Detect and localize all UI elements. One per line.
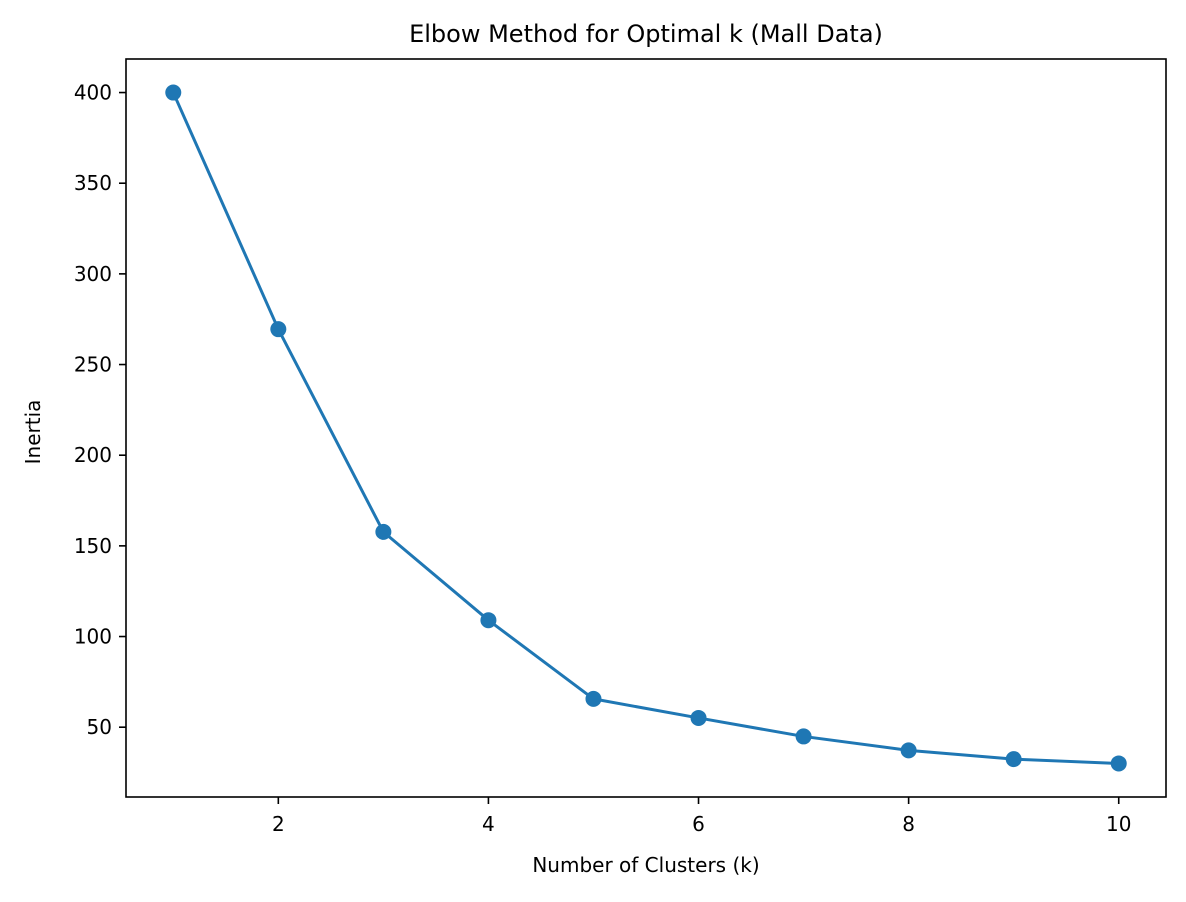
y-tick-label: 300 <box>74 262 112 286</box>
x-tick-label: 8 <box>902 812 915 836</box>
data-point <box>900 742 917 759</box>
y-axis-label: Inertia <box>21 400 45 465</box>
y-axis-ticks: 50 100 150 200 250 300 350 400 <box>74 81 126 739</box>
y-tick-label: 100 <box>74 625 112 649</box>
plot-frame <box>125 58 1167 798</box>
y-tick-label: 250 <box>74 353 112 377</box>
data-point <box>165 84 182 101</box>
data-point <box>690 709 707 726</box>
data-point <box>1110 755 1127 772</box>
x-axis-label: Number of Clusters (k) <box>532 853 759 877</box>
x-tick-label: 6 <box>692 812 705 836</box>
data-point <box>480 612 497 629</box>
series-line <box>171 91 1121 765</box>
x-tick-label: 10 <box>1106 812 1131 836</box>
y-tick-label: 400 <box>74 81 112 105</box>
plot-area <box>125 58 1167 798</box>
data-point <box>375 523 392 540</box>
series-layer <box>165 84 1127 772</box>
data-point <box>270 321 287 338</box>
data-point <box>1005 751 1022 768</box>
y-tick-label: 200 <box>74 443 112 467</box>
y-tick-label: 150 <box>74 534 112 558</box>
x-tick-label: 2 <box>272 812 285 836</box>
y-tick-label: 350 <box>74 171 112 195</box>
data-point <box>795 728 812 745</box>
chart-title: Elbow Method for Optimal k (Mall Data) <box>409 20 883 48</box>
data-point <box>585 690 602 707</box>
x-tick-label: 4 <box>482 812 495 836</box>
x-axis-ticks: 2 4 6 8 10 <box>272 797 1131 836</box>
y-tick-label: 50 <box>87 715 112 739</box>
